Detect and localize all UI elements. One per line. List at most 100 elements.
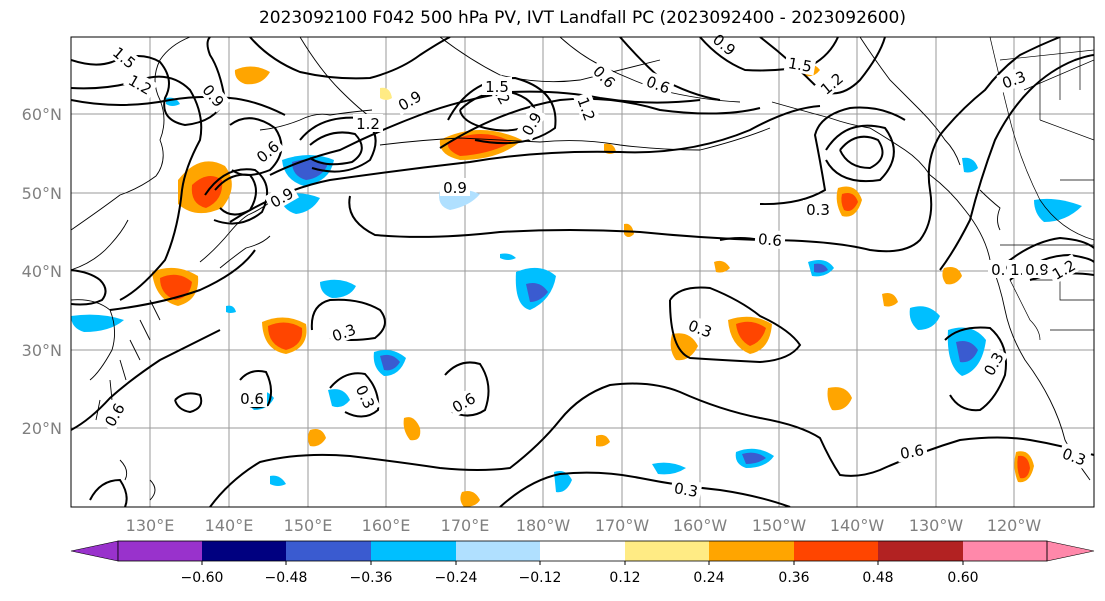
pv-anomaly-fills — [71, 64, 1082, 507]
longitude-label: 130°W — [909, 516, 964, 535]
contour-label-bg — [515, 106, 547, 141]
fill-negative-patch — [320, 279, 356, 298]
colorbar-swatch — [709, 541, 794, 561]
contour-label-bg — [392, 84, 427, 116]
contour-line — [499, 471, 791, 507]
colorbar-swatch — [794, 541, 878, 561]
contour-label-bg — [683, 314, 718, 342]
contour-line — [71, 269, 107, 306]
contour-label: 0.9 — [1025, 261, 1049, 279]
latitude-label: 30°N — [22, 341, 62, 360]
contour-line — [229, 105, 821, 223]
fill-positive-core — [268, 322, 303, 350]
contour-label-bg — [587, 59, 622, 94]
contour-label: 0.9 — [443, 179, 467, 197]
contour-label-bg — [440, 178, 470, 196]
fill-negative-core — [526, 283, 548, 302]
longitude-label: 150°W — [752, 516, 807, 535]
contour-label-bg — [250, 134, 285, 168]
fill-negative-patch — [500, 253, 516, 260]
longitude-labels: 130°E 140°E 150°E 160°E 170°E 180°W 170°W 160°W… — [126, 516, 1042, 535]
contour-label-bg — [707, 27, 742, 61]
contour-line — [944, 326, 1007, 412]
contour-label: 0.3 — [673, 479, 700, 501]
fill-negative-patch — [909, 306, 940, 330]
longitude-label: 120°W — [987, 516, 1042, 535]
contour-label-bg — [895, 439, 929, 463]
longitude-label: 130°E — [126, 516, 175, 535]
contour-label-bg — [977, 346, 1009, 381]
longitude-label: 170°E — [441, 516, 490, 535]
fill-positive-core — [736, 321, 766, 346]
fill-negative-core — [956, 341, 978, 363]
contour-line — [71, 95, 286, 116]
fill-negative-core — [380, 354, 400, 371]
colorbar-extend-min — [70, 540, 119, 562]
contour-label-bg — [803, 200, 833, 218]
fill-negative-core — [292, 159, 328, 180]
fill-negative-patch — [226, 305, 236, 313]
contour-label-bg — [814, 66, 849, 100]
fill-negative-patch — [554, 471, 572, 493]
contour-label-bg — [353, 114, 383, 132]
contour-line — [999, 236, 1094, 269]
contour-line — [109, 249, 256, 311]
latitude-labels: 60°N 50°N 40°N 30°N 20°N — [22, 105, 62, 438]
colorbar-swatch — [371, 541, 456, 561]
colorbar-swatch — [202, 541, 286, 561]
latitude-label: 40°N — [22, 262, 62, 281]
longitude-label: 140°W — [830, 516, 885, 535]
contour-line — [699, 37, 839, 72]
colorbar-tick-label: −0.48 — [265, 570, 308, 586]
fill-positive-patch — [596, 434, 610, 447]
contour-label-bg — [446, 386, 481, 418]
latitude-label: 50°N — [22, 184, 62, 203]
contour-labels: 1.51.20.90.60.91.20.90.91.21.50.60.60.91… — [98, 27, 1092, 501]
contour-label: 1.2 — [356, 115, 380, 133]
fill-negative-patch — [1034, 198, 1082, 222]
colorbar-tick-label: −0.24 — [435, 570, 478, 586]
fill-positive-patch — [234, 66, 270, 85]
fill-positive-patch — [308, 429, 326, 447]
contour-line — [329, 372, 380, 418]
contour-label-bg — [482, 77, 512, 95]
contour-line — [309, 131, 363, 166]
contour-line — [669, 286, 802, 364]
longitude-label: 170°W — [595, 516, 650, 535]
colorbar-swatch — [540, 541, 625, 561]
contour-label-bg — [783, 52, 817, 76]
fill-positive-patch — [403, 417, 421, 441]
contour-line — [439, 97, 761, 149]
contour-label-bg — [669, 477, 703, 501]
colorbar-tick-label: −0.36 — [350, 570, 393, 586]
fill-positive-patch — [460, 491, 480, 507]
colorbar-swatch — [878, 541, 963, 561]
fill-negative-patch — [652, 462, 686, 475]
fill-negative-patch — [270, 475, 286, 486]
colorbar-swatch — [456, 541, 540, 561]
colorbar: −0.60 −0.48 −0.36 −0.24 −0.12 0.12 0.24 0.36 0.4… — [70, 540, 1095, 586]
contour-label: 0.3 — [806, 201, 830, 219]
fill-positive-patch — [714, 260, 730, 273]
contour-line — [759, 106, 906, 206]
latitude-label: 20°N — [22, 419, 62, 438]
contour-line — [447, 76, 557, 145]
contour-line — [204, 168, 269, 225]
contour-line — [310, 298, 386, 341]
contour-line — [939, 54, 1094, 271]
colorbar-swatch — [625, 541, 709, 561]
colorbar-tick-label: 0.12 — [609, 570, 640, 586]
contour-label: 0.6 — [757, 230, 782, 250]
colorbar-swatch — [963, 541, 1047, 561]
contour-label-bg — [1057, 442, 1092, 470]
latitude-label: 60°N — [22, 105, 62, 124]
contour-label-bg — [1022, 260, 1052, 278]
colorbar-extend-max — [1046, 540, 1095, 562]
contour-line — [348, 37, 1061, 253]
colorbar-swatch — [118, 541, 202, 561]
contour-line — [71, 329, 221, 431]
colorbar-tick-label: 0.36 — [778, 570, 809, 586]
contour-line — [89, 478, 128, 507]
colorbar-tick-label: −0.60 — [181, 570, 224, 586]
